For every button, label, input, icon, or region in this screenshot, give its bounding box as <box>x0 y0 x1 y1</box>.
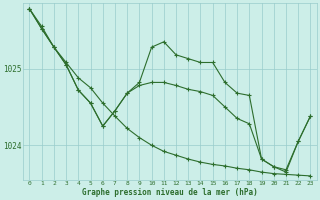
X-axis label: Graphe pression niveau de la mer (hPa): Graphe pression niveau de la mer (hPa) <box>82 188 258 197</box>
